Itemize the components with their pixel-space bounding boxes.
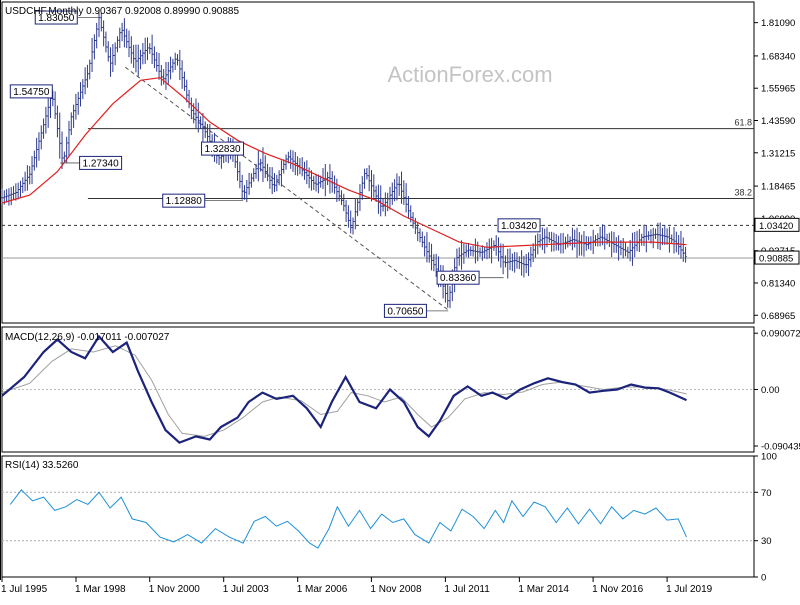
price-y-axis: 1.81090 1.68340 1.55965 1.43590 1.31215 1.184… xyxy=(754,18,795,322)
macd-panel: MACD(12,26,9) -0.017011 -0.007027 0.09007… xyxy=(1,329,800,453)
x-tick-label: 1 Jul 2019 xyxy=(666,584,713,595)
x-tick-label: 1 Mar 2014 xyxy=(518,584,569,595)
annotation-label: 1.83050 xyxy=(38,13,75,24)
x-tick-label: 1 Jul 2011 xyxy=(444,584,490,595)
y-tick-label: 1.18465 xyxy=(761,182,795,193)
x-tick-label: 1 Mar 1998 xyxy=(75,584,126,595)
annotation-box xyxy=(79,155,123,170)
x-tick-label: 1 Nov 2000 xyxy=(149,584,201,595)
x-tick-label: 1 Jul 1995 xyxy=(1,584,48,595)
resistance-price-tag-box xyxy=(754,217,800,232)
x-tick-label: 1 Jul 2003 xyxy=(223,584,270,595)
price-annotation: 1.32830 xyxy=(201,141,245,156)
macd-signal-line xyxy=(1,345,687,437)
annotation-label: 1.54750 xyxy=(13,87,50,98)
annotation-box xyxy=(383,303,427,318)
annotation-box xyxy=(201,141,245,156)
y-tick-label: 1.31215 xyxy=(761,148,795,159)
macd-y-tick-label: 0.00 xyxy=(761,385,780,396)
x-tick-label: 1 Mar 2006 xyxy=(297,584,348,595)
fib-level-label: 38.2 xyxy=(734,188,752,198)
macd-label: MACD(12,26,9) -0.017011 -0.007027 xyxy=(5,332,170,343)
price-annotation: 1.54750 xyxy=(9,84,53,99)
rsi-label: RSI(14) 33.5260 xyxy=(5,460,79,471)
price-annotation: 0.70650 xyxy=(383,303,449,318)
ohlc-bars xyxy=(0,11,687,309)
rsi-y-tick-label: 0 xyxy=(761,573,766,584)
y-tick-label: 0.68965 xyxy=(761,311,795,322)
macd-y-tick-label: -0.090435 xyxy=(761,442,800,453)
rsi-y-tick-label: 100 xyxy=(761,452,777,463)
y-tick-label: 0.81340 xyxy=(761,278,795,289)
y-tick-label: 1.81090 xyxy=(761,18,795,29)
sma-line xyxy=(1,77,687,248)
x-axis: 1 Jul 1995 1 Mar 1998 1 Nov 2000 1 Jul 2003… xyxy=(1,577,713,595)
annotation-label: 1.27340 xyxy=(83,158,120,169)
y-tick-label: 1.43590 xyxy=(761,116,795,127)
current-price-tag-box xyxy=(754,250,800,265)
annotation-label: 0.83360 xyxy=(440,273,477,284)
rsi-line xyxy=(9,489,687,549)
annotation-box xyxy=(497,218,541,233)
annotation-box xyxy=(9,84,53,99)
rsi-panel: RSI(14) 33.5260 100 70 30 0 xyxy=(2,452,777,584)
current-price-tag: 0.90885 xyxy=(754,250,800,265)
annotation-box xyxy=(436,270,480,285)
price-annotation: 1.12880 xyxy=(162,193,244,208)
annotation-label: 0.70650 xyxy=(387,306,424,317)
price-annotation: 0.83360 xyxy=(436,270,504,285)
resistance-price-tag: 1.03420 xyxy=(754,217,800,232)
price-annotation: 1.27340 xyxy=(60,155,123,170)
rsi-y-tick-label: 70 xyxy=(761,488,772,499)
annotation-box xyxy=(162,193,206,208)
x-tick-label: 1 Nov 2016 xyxy=(592,584,644,595)
annotation-label: 1.32830 xyxy=(204,144,241,155)
chart-title: USDCHF,Monthly 0.90367 0.92008 0.89990 0… xyxy=(5,6,239,17)
resistance-price-tag-label: 1.03420 xyxy=(759,221,793,232)
y-tick-label: 1.55965 xyxy=(761,84,795,95)
rsi-y-tick-label: 30 xyxy=(761,536,772,547)
price-annotation: 1.03420 xyxy=(497,218,543,233)
trendline xyxy=(125,66,449,311)
rsi-panel-frame xyxy=(1,455,755,578)
current-price-tag-label: 0.90885 xyxy=(759,254,793,265)
fib-level-label: 61.8 xyxy=(734,118,752,128)
price-annotation: 1.83050 xyxy=(34,10,99,25)
macd-line xyxy=(1,334,687,444)
price-panel: 61.8 38.2 1.83050 1.54750 1.27340 1.32830 1.12… xyxy=(0,6,800,322)
x-tick-label: 1 Nov 2008 xyxy=(370,584,422,595)
macd-y-tick-label: 0.090072 xyxy=(761,329,800,340)
annotation-box xyxy=(34,10,78,25)
annotation-label: 1.12880 xyxy=(166,196,203,207)
watermark-text: ActionForex.com xyxy=(387,62,552,87)
annotation-label: 1.03420 xyxy=(501,221,538,232)
y-tick-label: 1.68340 xyxy=(761,51,795,62)
main-panel-frame xyxy=(1,1,755,324)
